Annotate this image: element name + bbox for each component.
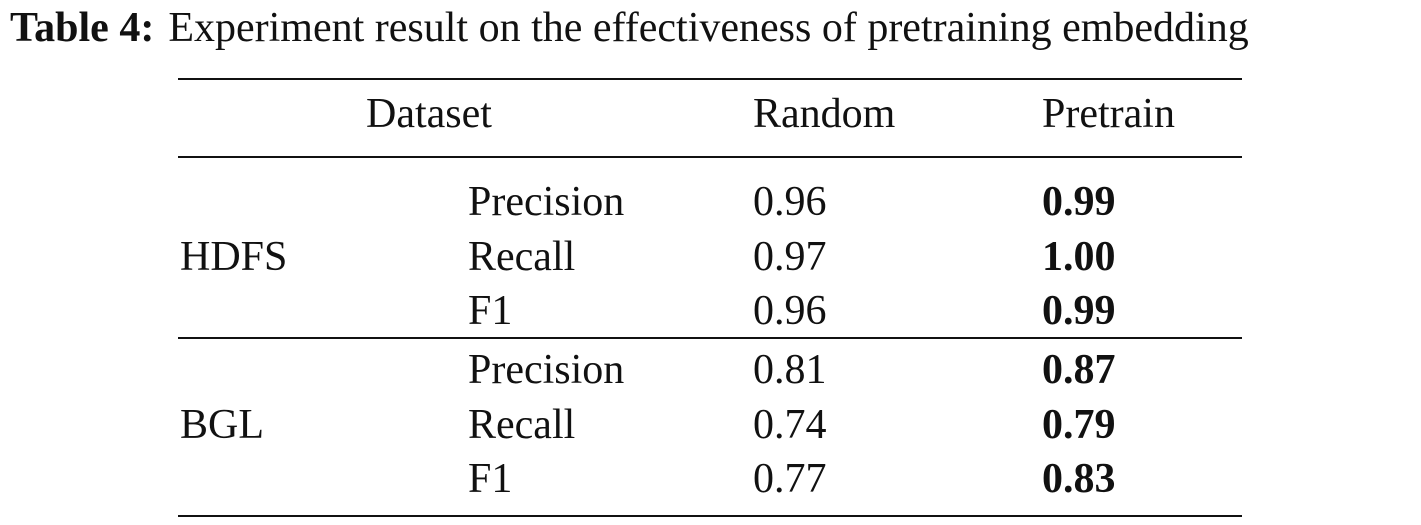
header-rule (178, 156, 1242, 158)
group-name-hdfs: HDFS (180, 234, 288, 280)
hdfs-f1-random: 0.96 (753, 288, 827, 334)
hdfs-f1-pretrain: 0.99 (1042, 288, 1116, 334)
bgl-f1-metric: F1 (468, 456, 513, 502)
header-dataset: Dataset (366, 91, 492, 137)
bgl-precision-metric: Precision (468, 347, 625, 393)
hdfs-precision-metric: Precision (468, 179, 625, 225)
bgl-recall-metric: Recall (468, 402, 576, 448)
bgl-precision-random: 0.81 (753, 347, 827, 393)
table-caption-label: Table 4: (10, 5, 155, 51)
hdfs-recall-metric: Recall (468, 234, 576, 280)
bgl-recall-pretrain: 0.79 (1042, 402, 1116, 448)
table-caption: Table 4: Experiment result on the effecti… (10, 0, 1249, 56)
hdfs-recall-pretrain: 1.00 (1042, 234, 1116, 280)
hdfs-precision-random: 0.96 (753, 179, 827, 225)
header-random: Random (753, 91, 896, 137)
hdfs-recall-random: 0.97 (753, 234, 827, 280)
bgl-precision-pretrain: 0.87 (1042, 347, 1116, 393)
hdfs-f1-metric: F1 (468, 288, 513, 334)
hdfs-precision-pretrain: 0.99 (1042, 179, 1116, 225)
bgl-f1-random: 0.77 (753, 456, 827, 502)
group-separator-rule (178, 337, 1242, 339)
header-pretrain: Pretrain (1042, 91, 1175, 137)
group-name-bgl: BGL (180, 402, 264, 448)
table-caption-text: Experiment result on the effectiveness o… (168, 5, 1249, 51)
table-bottom-rule (178, 515, 1242, 517)
table-top-rule (178, 78, 1242, 80)
bgl-recall-random: 0.74 (753, 402, 827, 448)
bgl-f1-pretrain: 0.83 (1042, 456, 1116, 502)
